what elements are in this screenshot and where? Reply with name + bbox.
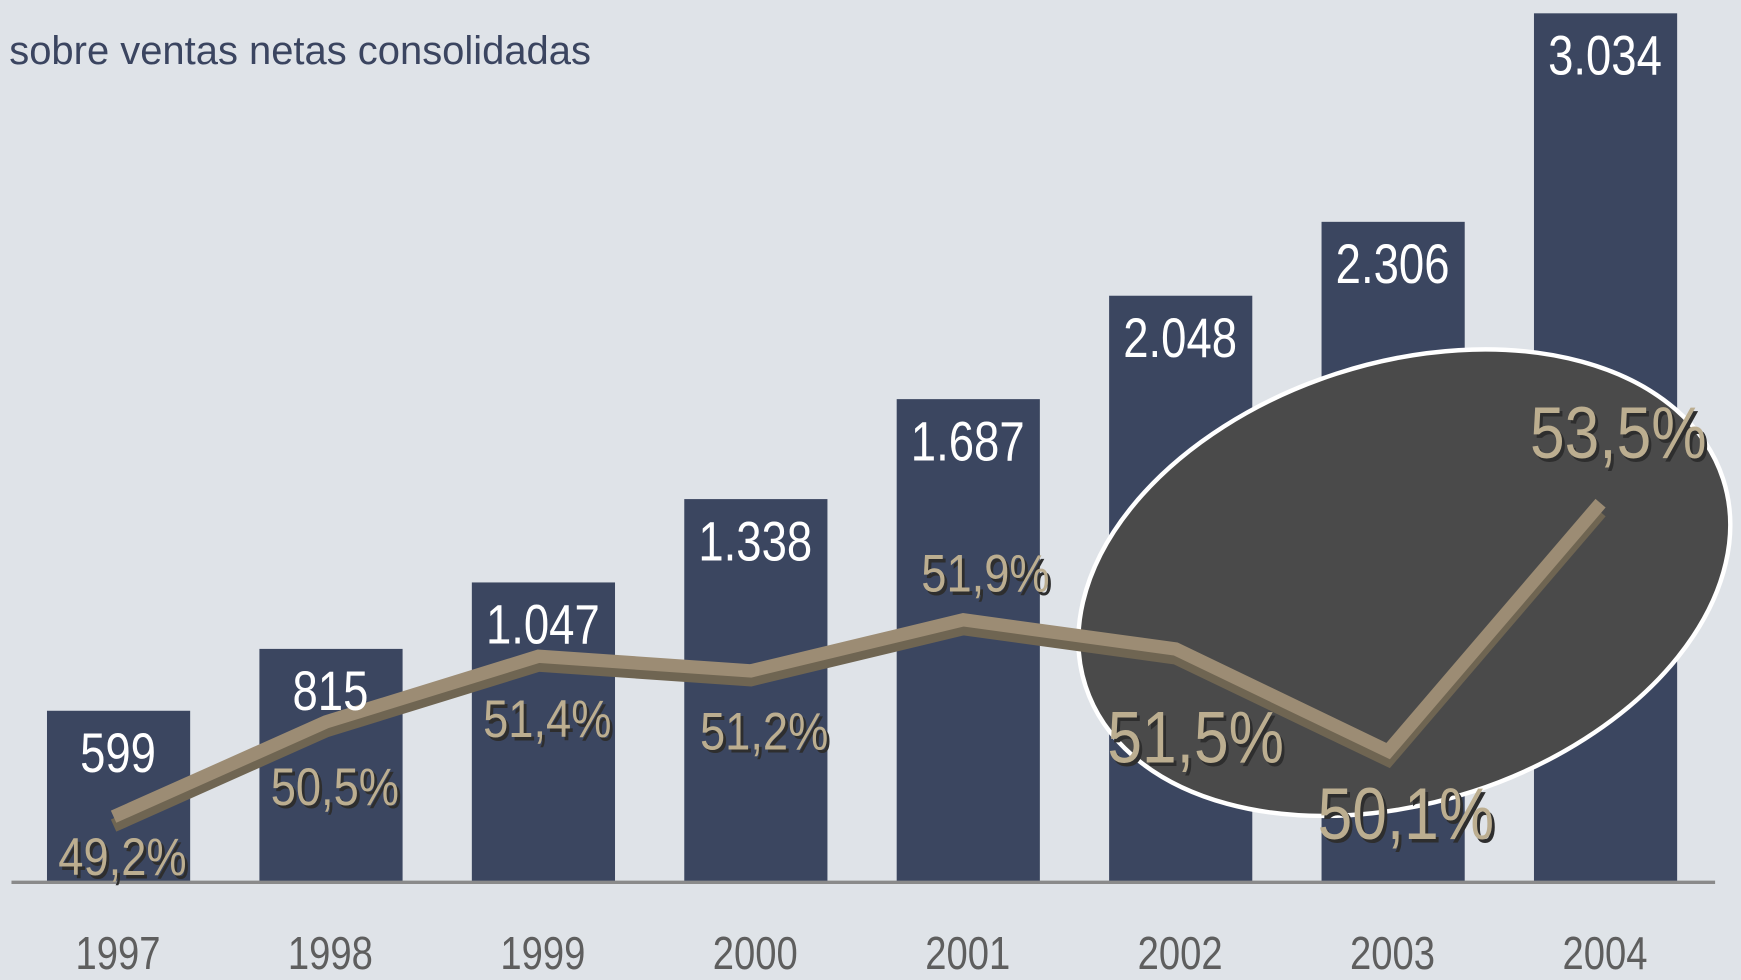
bar — [259, 648, 403, 883]
line-value-label: 51,9% — [921, 544, 1049, 603]
bar-value-label: 1.687 — [911, 410, 1025, 472]
bar-value-label: 599 — [80, 722, 156, 784]
bar-value-label: 2.048 — [1123, 307, 1237, 369]
bar-value-label: 815 — [292, 660, 368, 722]
x-tick-label: 2002 — [1138, 927, 1223, 979]
x-tick-label: 1997 — [76, 927, 161, 979]
line-label-shadow: 53,5% — [1533, 396, 1710, 478]
x-tick-label: 2003 — [1350, 927, 1435, 979]
line-value-label: 53,5% — [1530, 392, 1707, 474]
x-tick-label: 2004 — [1562, 927, 1647, 979]
bar-value-label: 3.034 — [1548, 24, 1662, 86]
line-label-shadow: 51,2% — [703, 705, 831, 764]
bar-value-label: 1.047 — [486, 593, 600, 655]
line — [110, 498, 1606, 823]
line-value-label: 49,2% — [58, 828, 186, 887]
line-value-label: 50,1% — [1318, 774, 1495, 856]
line-label-shadow: 51,4% — [486, 693, 614, 752]
line-shadow — [110, 507, 1606, 832]
line-value-label: 50,5% — [271, 757, 399, 816]
x-tick-label: 2000 — [713, 927, 798, 979]
chart-subtitle: sobre ventas netas consolidadas — [9, 29, 591, 73]
line-label-shadow: 50,1% — [1320, 777, 1497, 859]
highlight-ellipse — [1076, 347, 1733, 819]
line-label-shadow: 51,9% — [924, 548, 1052, 607]
x-tick-label: 2001 — [925, 927, 1010, 979]
x-tick-label: 1998 — [288, 927, 373, 979]
line-value-label: 51,5% — [1107, 697, 1284, 779]
line-label-shadow: 51,5% — [1110, 700, 1287, 782]
line-value-label: 51,4% — [483, 690, 611, 749]
line-label-shadow: 50,5% — [274, 761, 402, 820]
line-layer: 49,2%49,2%50,5%50,5%51,4%51,4% 51,2%51,2%… — [58, 392, 1709, 890]
bar-value-label: 2.306 — [1336, 233, 1450, 295]
x-tick-label: 1999 — [500, 927, 585, 979]
line-label-shadow: 49,2% — [61, 831, 189, 890]
bar-value-label: 1.338 — [698, 510, 812, 572]
bar — [471, 582, 616, 883]
line-value-label: 51,2% — [700, 702, 828, 761]
bar — [684, 499, 828, 883]
